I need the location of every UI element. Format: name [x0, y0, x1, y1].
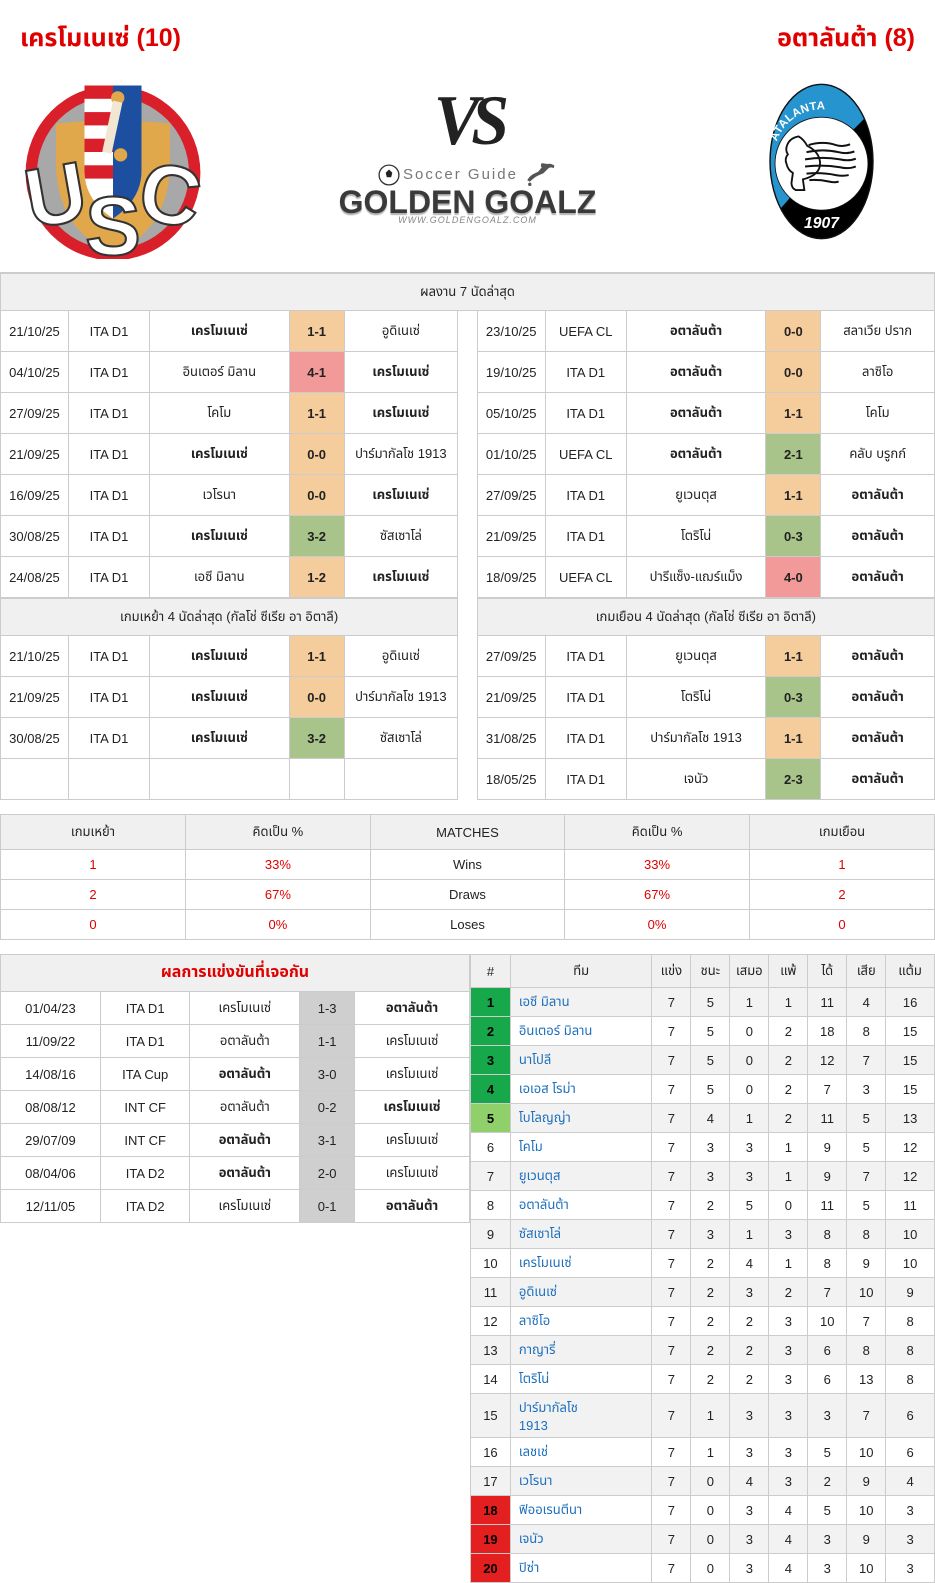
svg-text:S: S — [85, 178, 141, 258]
svg-text:1907: 1907 — [805, 214, 841, 231]
